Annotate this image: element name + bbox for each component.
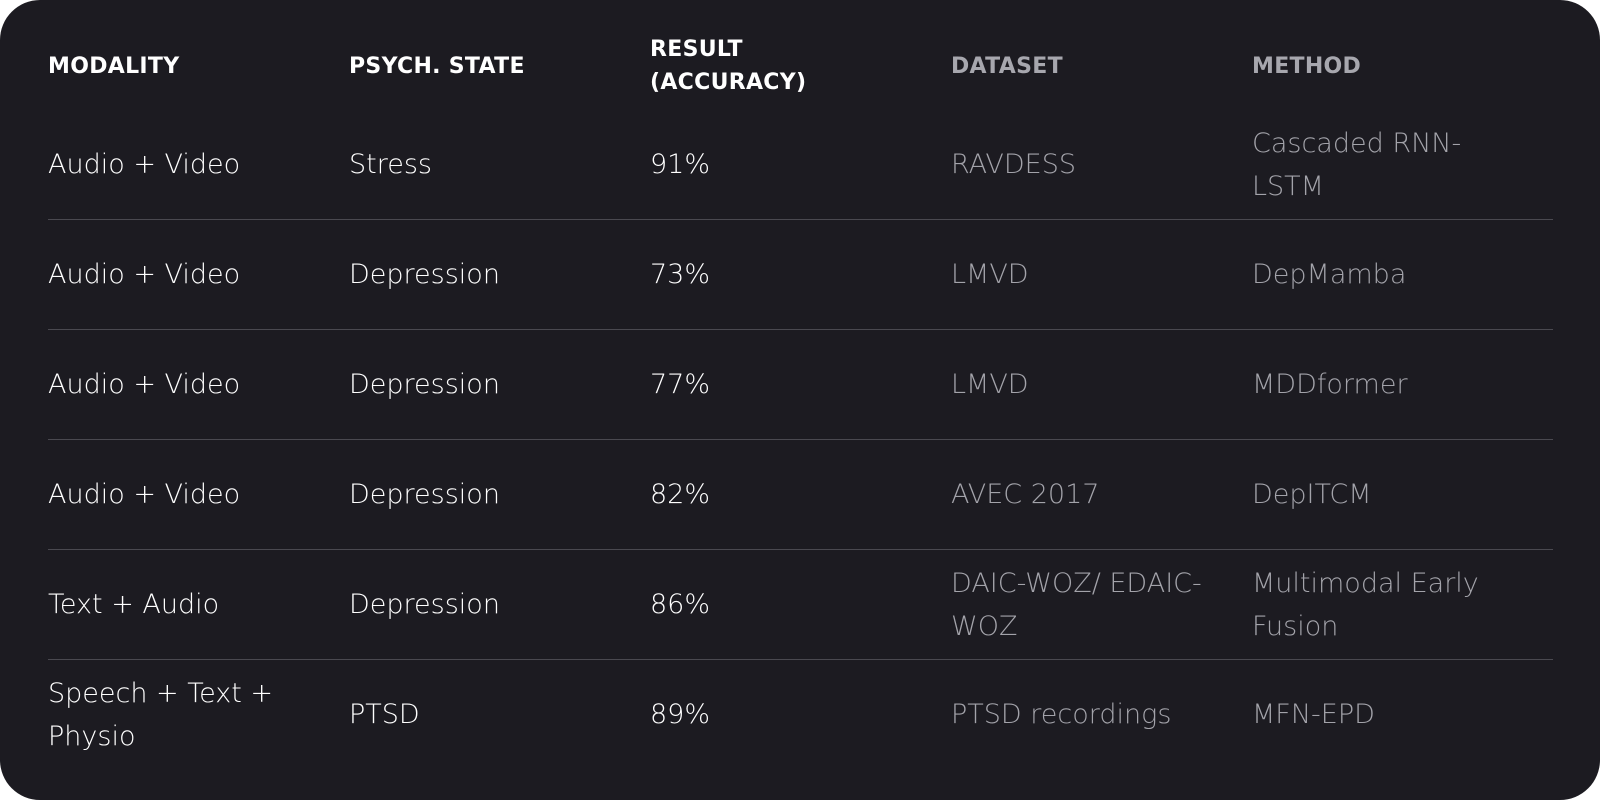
table-cell: Audio + Video bbox=[48, 439, 349, 550]
table-cell: Cascaded RNN-LSTM bbox=[1252, 110, 1553, 220]
table-cell: Depression bbox=[349, 329, 650, 440]
column-header: METHOD bbox=[1252, 22, 1553, 110]
table-cell: DAIC-WOZ/ EDAIC-WOZ bbox=[951, 549, 1252, 660]
table-row: Audio + Video Depression 73% LMVD DepMamba bbox=[48, 219, 1553, 330]
table-cell: Audio + Video bbox=[48, 219, 349, 330]
table-cell: 82% bbox=[650, 439, 951, 550]
column-header-text: PSYCH. STATE bbox=[349, 53, 525, 79]
column-header-text: RESULT (ACCURACY) bbox=[650, 37, 807, 95]
table-cell: Text + Audio bbox=[48, 549, 349, 660]
column-header: MODALITY bbox=[48, 22, 349, 110]
column-header: PSYCH. STATE bbox=[349, 22, 650, 110]
column-header-text: DATASET bbox=[951, 53, 1063, 79]
table-cell: MFN-EPD bbox=[1252, 699, 1375, 730]
table-cell: LMVD bbox=[951, 219, 1252, 330]
table-cell: Audio + Video bbox=[48, 329, 349, 440]
table-cell: Audio + Video bbox=[48, 110, 349, 220]
table-row: Audio + Video Stress 91% RAVDESS Cascaded RN… bbox=[48, 110, 1553, 220]
table-cell: 73% bbox=[650, 219, 951, 330]
table-cell: Depression bbox=[349, 219, 650, 330]
table-cell: PTSD recordings bbox=[951, 699, 1172, 730]
table-cell: Depression bbox=[349, 549, 650, 660]
table-body: Audio + Video Stress 91% RAVDESS Cascaded RN… bbox=[48, 110, 1553, 769]
column-header-text: METHOD bbox=[1252, 53, 1362, 79]
table-row: Text + Audio Depression 86% DAIC-WOZ/ EDAIC… bbox=[48, 549, 1553, 660]
header-row: MODALITY PSYCH. STATE RESULT (ACCURACY) DAT… bbox=[48, 22, 1553, 110]
table-cell: 86% bbox=[650, 549, 951, 660]
table-cell: RAVDESS bbox=[951, 110, 1252, 220]
table-cell: DepMamba bbox=[1252, 219, 1553, 330]
table-cell: Stress bbox=[349, 110, 650, 220]
table-cell: DepITCM bbox=[1252, 439, 1553, 550]
table-cell: LMVD bbox=[951, 329, 1252, 440]
table-cell: Speech + Text + Physio bbox=[48, 677, 274, 752]
table-row: Speech + Text + Physio PTSD 89% PTSD record… bbox=[48, 660, 1553, 770]
results-table: MODALITY PSYCH. STATE RESULT (ACCURACY) DAT… bbox=[48, 22, 1553, 769]
table-cell: Depression bbox=[349, 439, 650, 550]
table-row: Audio + Video Depression 77% LMVD MDDformer bbox=[48, 329, 1553, 440]
column-header: RESULT (ACCURACY) bbox=[650, 22, 951, 110]
table-cell: MDDformer bbox=[1252, 329, 1553, 440]
table-cell: 91% bbox=[650, 110, 951, 220]
table-cell: 77% bbox=[650, 329, 951, 440]
table-cell: Multimodal Early Fusion bbox=[1252, 549, 1553, 660]
column-header: DATASET bbox=[951, 22, 1252, 110]
column-header-text: MODALITY bbox=[48, 53, 180, 79]
table-cell: 89% bbox=[650, 699, 711, 730]
table-cell: PTSD bbox=[349, 699, 420, 730]
table-row: Audio + Video Depression 82% AVEC 2017 DepIT… bbox=[48, 439, 1553, 550]
table-cell: AVEC 2017 bbox=[951, 439, 1252, 550]
